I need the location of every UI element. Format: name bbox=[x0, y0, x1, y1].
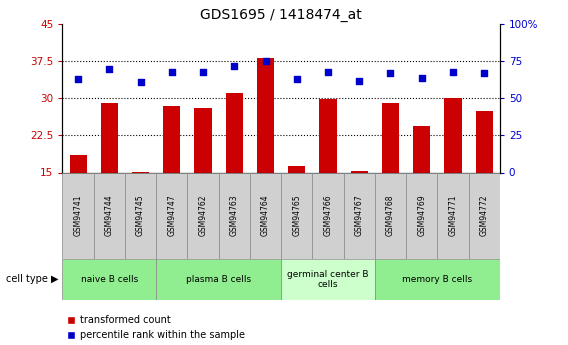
Bar bbox=[62, 259, 156, 300]
Bar bbox=[225, 93, 243, 172]
Bar bbox=[437, 172, 469, 259]
Text: GSM94769: GSM94769 bbox=[417, 195, 426, 236]
Bar bbox=[413, 126, 431, 172]
Bar bbox=[319, 99, 337, 172]
Bar bbox=[250, 172, 281, 259]
Point bbox=[73, 76, 83, 82]
Point bbox=[198, 69, 207, 75]
Text: GSM94744: GSM94744 bbox=[105, 195, 114, 236]
Bar bbox=[101, 103, 118, 172]
Bar bbox=[350, 171, 368, 172]
Bar bbox=[132, 171, 149, 172]
Point bbox=[136, 79, 145, 85]
Bar bbox=[375, 259, 500, 300]
Bar bbox=[475, 111, 493, 172]
Bar bbox=[312, 172, 344, 259]
Bar bbox=[69, 155, 87, 172]
Legend: transformed count, percentile rank within the sample: transformed count, percentile rank withi… bbox=[68, 315, 245, 340]
Point bbox=[292, 76, 301, 82]
Bar bbox=[187, 172, 219, 259]
Text: GSM94772: GSM94772 bbox=[480, 195, 488, 236]
Bar bbox=[281, 259, 375, 300]
Bar bbox=[62, 172, 94, 259]
Point bbox=[479, 70, 488, 76]
Point bbox=[354, 78, 364, 83]
Title: GDS1695 / 1418474_at: GDS1695 / 1418474_at bbox=[201, 8, 362, 22]
Bar bbox=[288, 166, 306, 172]
Point bbox=[261, 58, 270, 64]
Text: GSM94767: GSM94767 bbox=[355, 195, 364, 236]
Bar bbox=[194, 108, 212, 172]
Bar bbox=[163, 106, 181, 172]
Point bbox=[417, 75, 426, 80]
Point bbox=[167, 69, 176, 75]
Bar bbox=[382, 103, 399, 172]
Bar bbox=[94, 172, 125, 259]
Text: GSM94763: GSM94763 bbox=[230, 195, 239, 236]
Point bbox=[386, 70, 395, 76]
Text: GSM94764: GSM94764 bbox=[261, 195, 270, 236]
Text: GSM94747: GSM94747 bbox=[168, 195, 176, 236]
Point bbox=[229, 63, 239, 68]
Text: memory B cells: memory B cells bbox=[402, 275, 473, 284]
Bar bbox=[281, 172, 312, 259]
Text: cell type ▶: cell type ▶ bbox=[6, 275, 58, 284]
Bar bbox=[444, 98, 462, 172]
Text: naive B cells: naive B cells bbox=[81, 275, 138, 284]
Point bbox=[323, 69, 332, 75]
Bar bbox=[156, 259, 281, 300]
Text: GSM94771: GSM94771 bbox=[449, 195, 457, 236]
Bar bbox=[125, 172, 156, 259]
Text: GSM94762: GSM94762 bbox=[199, 195, 207, 236]
Text: GSM94768: GSM94768 bbox=[386, 195, 395, 236]
Text: plasma B cells: plasma B cells bbox=[186, 275, 251, 284]
Point bbox=[105, 66, 114, 71]
Text: GSM94765: GSM94765 bbox=[293, 195, 301, 236]
Bar bbox=[156, 172, 187, 259]
Text: GSM94766: GSM94766 bbox=[324, 195, 332, 236]
Bar bbox=[375, 172, 406, 259]
Text: germinal center B
cells: germinal center B cells bbox=[287, 270, 369, 289]
Text: GSM94745: GSM94745 bbox=[136, 195, 145, 236]
Point bbox=[448, 69, 457, 75]
Bar bbox=[406, 172, 437, 259]
Bar bbox=[219, 172, 250, 259]
Bar bbox=[344, 172, 375, 259]
Bar bbox=[469, 172, 500, 259]
Text: GSM94741: GSM94741 bbox=[74, 195, 82, 236]
Bar bbox=[257, 58, 274, 172]
